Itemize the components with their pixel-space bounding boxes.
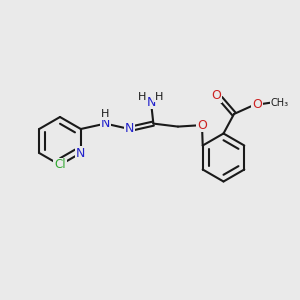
Text: N: N xyxy=(101,117,110,130)
Text: H: H xyxy=(155,92,164,102)
Text: N: N xyxy=(146,95,156,109)
Text: O: O xyxy=(211,89,221,103)
Text: H: H xyxy=(138,92,146,102)
Text: O: O xyxy=(197,118,207,132)
Text: CH₃: CH₃ xyxy=(271,98,289,108)
Text: Cl: Cl xyxy=(54,158,66,172)
Text: H: H xyxy=(101,109,110,119)
Text: N: N xyxy=(76,146,86,160)
Text: O: O xyxy=(252,98,262,111)
Text: N: N xyxy=(125,122,134,136)
